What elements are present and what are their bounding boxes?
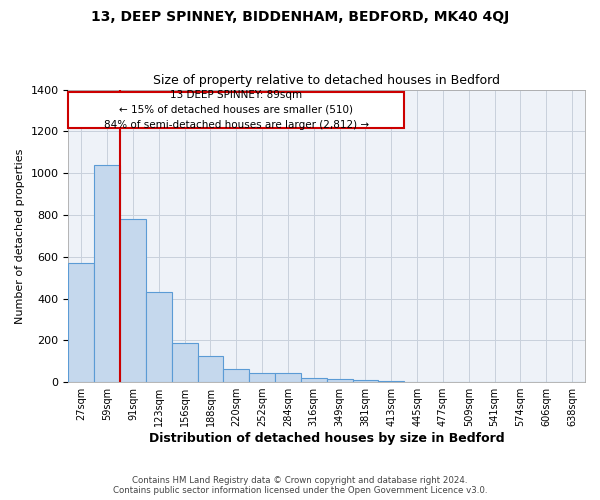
Bar — [223, 368, 249, 382]
Bar — [275, 372, 301, 382]
Bar — [353, 380, 379, 382]
Title: Size of property relative to detached houses in Bedford: Size of property relative to detached ho… — [153, 74, 500, 87]
Bar — [68, 263, 94, 382]
Bar — [68, 92, 404, 128]
Bar — [172, 344, 197, 382]
Bar — [249, 372, 275, 382]
Y-axis label: Number of detached properties: Number of detached properties — [15, 148, 25, 324]
Bar — [94, 165, 120, 382]
Bar — [146, 292, 172, 382]
Bar — [197, 356, 223, 382]
Text: Contains HM Land Registry data © Crown copyright and database right 2024.
Contai: Contains HM Land Registry data © Crown c… — [113, 476, 487, 495]
Text: 13, DEEP SPINNEY, BIDDENHAM, BEDFORD, MK40 4QJ: 13, DEEP SPINNEY, BIDDENHAM, BEDFORD, MK… — [91, 10, 509, 24]
Bar — [120, 219, 146, 382]
Bar — [327, 379, 353, 382]
Text: 13 DEEP SPINNEY: 89sqm
← 15% of detached houses are smaller (510)
84% of semi-de: 13 DEEP SPINNEY: 89sqm ← 15% of detached… — [104, 90, 369, 130]
X-axis label: Distribution of detached houses by size in Bedford: Distribution of detached houses by size … — [149, 432, 505, 445]
Bar — [301, 378, 327, 382]
Bar — [379, 381, 404, 382]
